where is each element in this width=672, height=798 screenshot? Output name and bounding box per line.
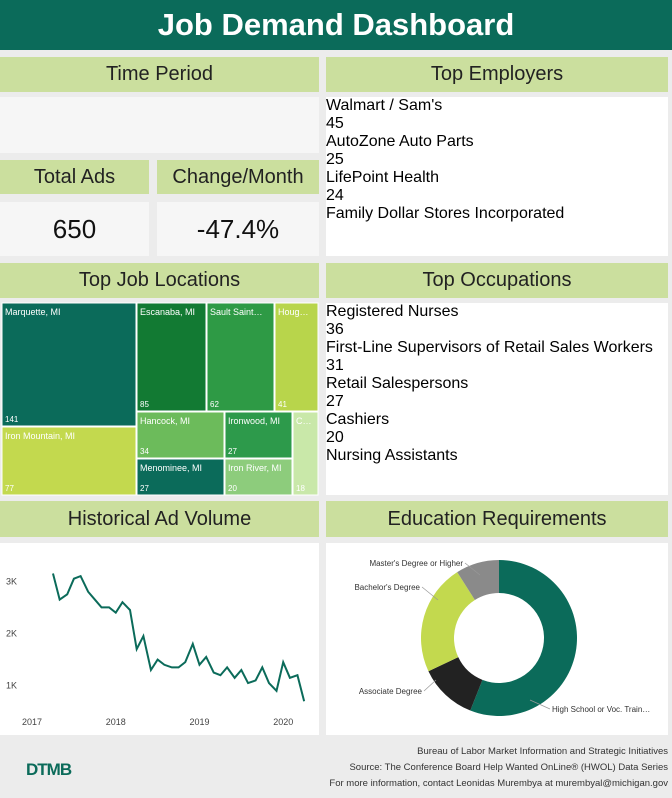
treemap-cell [206, 302, 275, 412]
x-tick-label: 2019 [189, 717, 209, 727]
cell-label: Escanaba, MI [140, 307, 195, 317]
slice-label: Master's Degree or Higher [369, 559, 463, 568]
panel-header: Total Ads [0, 160, 149, 194]
title: Job Demand Dashboard [157, 7, 515, 42]
cell-value: 34 [140, 447, 149, 456]
leader-line [464, 562, 481, 576]
item-value: 27 [326, 393, 344, 410]
logo: DTMB [26, 760, 72, 780]
list-item: Nursing Assistants [326, 447, 668, 465]
list-item: AutoZone Auto Parts 25 [326, 133, 668, 169]
treemap-cell [136, 411, 225, 459]
cell-value: 27 [228, 447, 237, 456]
cell-value: 18 [296, 484, 305, 493]
y-tick-label: 2K [6, 628, 17, 638]
y-tick-label: 1K [6, 681, 17, 691]
treemap-cell [224, 458, 293, 496]
line [52, 573, 306, 702]
panel-header: Change/Month [157, 160, 319, 194]
treemap-cell [1, 302, 137, 427]
treemap-cell [292, 411, 319, 496]
item-value: 24 [326, 187, 344, 204]
cell-label: Iron River, MI [228, 463, 282, 473]
cell-label: Menominee, MI [140, 463, 202, 473]
donut-slice [470, 560, 577, 716]
list-item: First-Line Supervisors of Retail Sales W… [326, 339, 668, 375]
cell-label: Houg… [278, 307, 309, 317]
logo-text: DTMB [26, 760, 72, 779]
item-name: Cashiers [326, 411, 390, 428]
list-item: Registered Nurses 36 [326, 303, 668, 339]
list-item: Family Dollar Stores Incorporated [326, 205, 668, 223]
footer: Bureau of Labor Market Information and S… [329, 744, 668, 792]
panel-header: Historical Ad Volume [0, 501, 319, 537]
title-bar: Job Demand Dashboard [0, 0, 672, 50]
item-value: 25 [326, 151, 344, 168]
panel-header: Education Requirements [326, 501, 668, 537]
item-name: Nursing Assistants [326, 447, 458, 464]
item-name: Family Dollar Stores Incorporated [326, 205, 565, 222]
panel-header: Top Occupations [326, 263, 668, 298]
cell-value: 20 [228, 484, 237, 493]
item-name: Retail Salespersons [326, 375, 469, 392]
cell-label: Sault Saint… [210, 307, 263, 317]
cell-label: Iron Mountain, MI [5, 431, 75, 441]
item-value: 20 [326, 429, 344, 446]
footer-line: Source: The Conference Board Help Wanted… [349, 762, 668, 773]
panel-header: Time Period [0, 57, 319, 92]
time-period-box [0, 97, 319, 153]
panel-header: Top Employers [326, 57, 668, 92]
treemap-cell [224, 411, 293, 459]
list-item: Retail Salespersons 27 [326, 375, 668, 411]
treemap-cell [274, 302, 319, 412]
cell-value: 141 [5, 415, 19, 424]
cell-label: Ironwood, MI [228, 416, 280, 426]
cell-value: 77 [5, 484, 14, 493]
kpi-value: -47.4% [157, 202, 319, 256]
leader-line [423, 679, 437, 692]
treemap-cell [136, 302, 207, 412]
cell-label: Marquette, MI [5, 307, 61, 317]
cell-value: 62 [210, 400, 219, 409]
item-name: Registered Nurses [326, 303, 459, 320]
cell-label: C… [296, 416, 312, 426]
item-name: AutoZone Auto Parts [326, 133, 474, 150]
list-item: Walmart / Sam's 45 [326, 97, 668, 133]
item-value: 31 [326, 357, 344, 374]
item-name: Walmart / Sam's [326, 97, 443, 114]
panel-header: Top Job Locations [0, 263, 319, 298]
slice-label: High School or Voc. Train… [552, 705, 650, 714]
kpi-value: 650 [0, 202, 149, 256]
slice-label: Bachelor's Degree [354, 583, 420, 592]
y-tick-label: 3K [6, 576, 17, 586]
list-item: Cashiers 20 [326, 411, 668, 447]
x-tick-label: 2020 [273, 717, 293, 727]
donut-slice [457, 560, 499, 601]
item-name: First-Line Supervisors of Retail Sales W… [326, 339, 653, 356]
item-value: 45 [326, 115, 344, 132]
occupation-list: Registered Nurses 36 First-Line Supervisor… [326, 303, 668, 495]
cell-value: 85 [140, 400, 149, 409]
treemap-cell [1, 426, 137, 496]
cell-label: Hancock, MI [140, 416, 190, 426]
footer-line: For more information, contact Leonidas M… [329, 778, 668, 789]
item-value: 36 [326, 321, 344, 338]
x-tick-label: 2017 [22, 717, 42, 727]
treemap-cell [136, 458, 225, 496]
leader-line [529, 699, 551, 710]
slice-label: Associate Degree [359, 687, 423, 696]
list-item: LifePoint Health 24 [326, 169, 668, 205]
cell-value: 41 [278, 400, 287, 409]
item-name: LifePoint Health [326, 169, 439, 186]
donut-slice [428, 657, 483, 711]
footer-line: Bureau of Labor Market Information and S… [417, 746, 668, 757]
cell-value: 27 [140, 484, 149, 493]
x-tick-label: 2018 [106, 717, 126, 727]
leader-line [421, 586, 439, 601]
employer-list: Walmart / Sam's 45 AutoZone Auto Parts 25 Li… [326, 97, 668, 256]
